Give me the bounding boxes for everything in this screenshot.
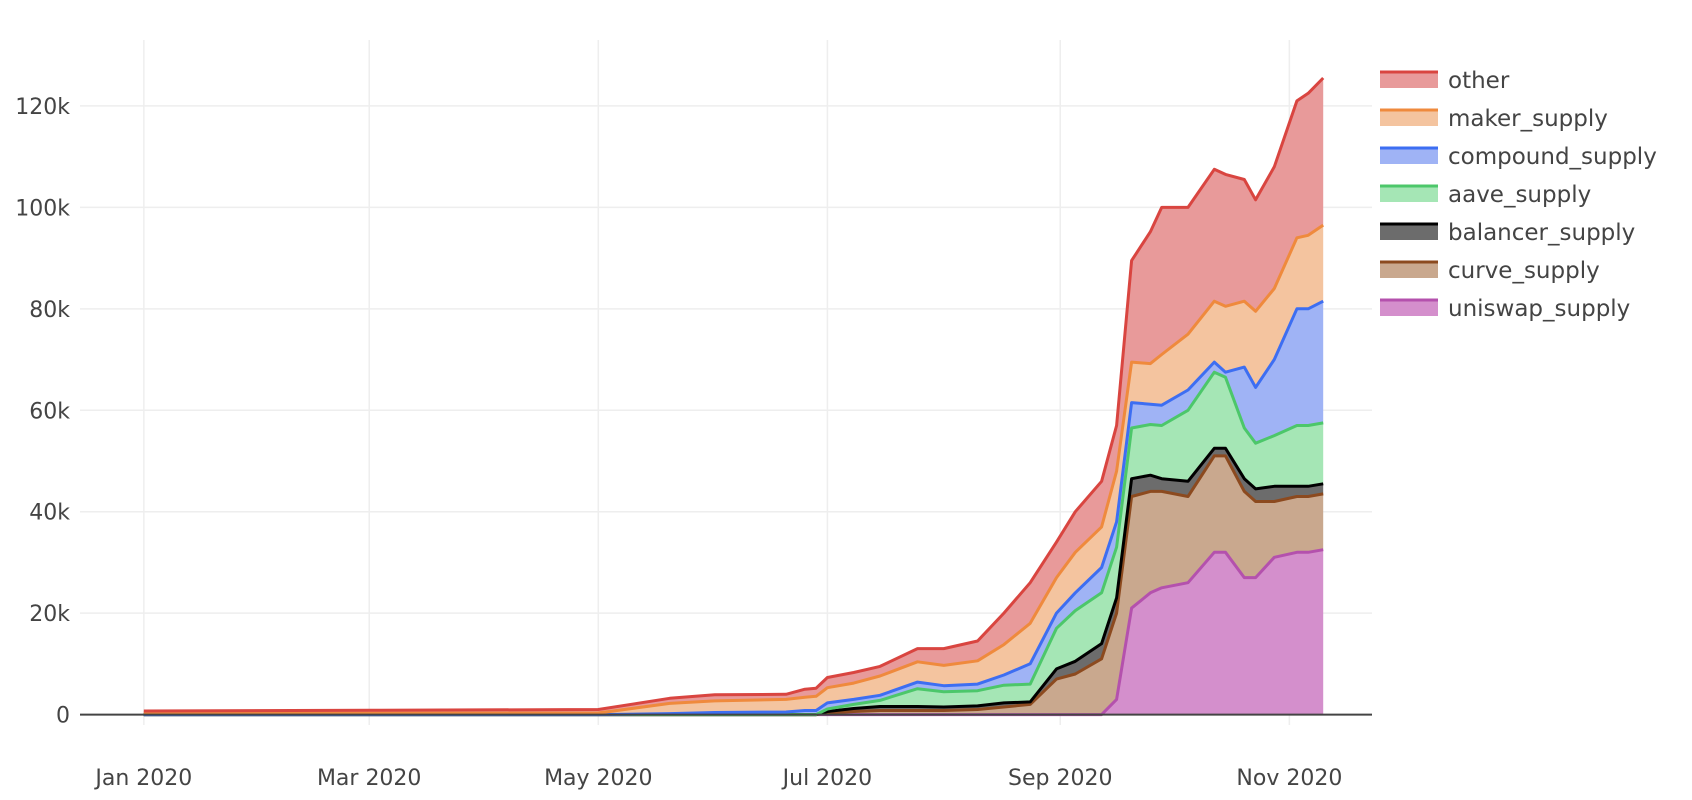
x-tick-label: May 2020	[544, 766, 652, 791]
legend-swatch	[1380, 224, 1438, 240]
x-tick-label: Jul 2020	[781, 766, 873, 791]
legend-label: maker_supply	[1448, 106, 1608, 132]
legend-item-uniswap-supply: uniswap_supply	[1380, 296, 1630, 322]
legend-item-aave-supply: aave_supply	[1380, 182, 1591, 208]
legend-swatch	[1380, 148, 1438, 164]
line-maker-supply	[143, 223, 1325, 716]
y-tick-label: 60k	[29, 399, 70, 424]
legend-swatch	[1380, 300, 1438, 316]
legend-label: curve_supply	[1448, 258, 1600, 284]
legend: other maker_supply compound_supply aave_sup…	[1380, 68, 1657, 322]
y-tick-label: 80k	[29, 298, 70, 323]
legend-label: uniswap_supply	[1448, 296, 1630, 322]
legend-item-compound-supply: compound_supply	[1380, 144, 1657, 170]
y-tick-label: 100k	[15, 196, 70, 221]
legend-item-other: other	[1380, 68, 1510, 94]
series-areas	[143, 76, 1325, 717]
y-axis: 0 20k 40k 60k 80k 100k 120k	[15, 95, 70, 729]
legend-label: compound_supply	[1448, 144, 1657, 170]
x-tick-label: Mar 2020	[317, 766, 422, 791]
legend-label: other	[1448, 68, 1510, 94]
legend-swatch	[1380, 262, 1438, 278]
legend-swatch	[1380, 72, 1438, 88]
legend-item-balancer-supply: balancer_supply	[1380, 220, 1635, 246]
legend-swatch	[1380, 110, 1438, 126]
legend-swatch	[1380, 186, 1438, 202]
x-tick-label: Nov 2020	[1236, 766, 1342, 791]
area-aave-supply	[143, 372, 1324, 715]
line-compound-supply	[143, 299, 1324, 717]
y-tick-label: 40k	[29, 501, 70, 526]
y-tick-label: 120k	[15, 95, 70, 120]
legend-item-curve-supply: curve_supply	[1380, 258, 1600, 284]
x-tick-label: Sep 2020	[1008, 766, 1112, 791]
legend-item-maker-supply: maker_supply	[1380, 106, 1608, 132]
area-curve-supply	[143, 455, 1324, 715]
y-tick-label: 0	[56, 704, 70, 729]
y-tick-label: 20k	[29, 602, 70, 627]
area-uniswap-supply	[143, 549, 1324, 715]
line-other	[143, 76, 1325, 713]
x-axis: Jan 2020 Mar 2020 May 2020 Jul 2020 Sep 2020…	[93, 766, 1342, 791]
legend-label: balancer_supply	[1448, 220, 1635, 246]
legend-label: aave_supply	[1448, 182, 1591, 208]
x-tick-label: Jan 2020	[93, 766, 192, 791]
